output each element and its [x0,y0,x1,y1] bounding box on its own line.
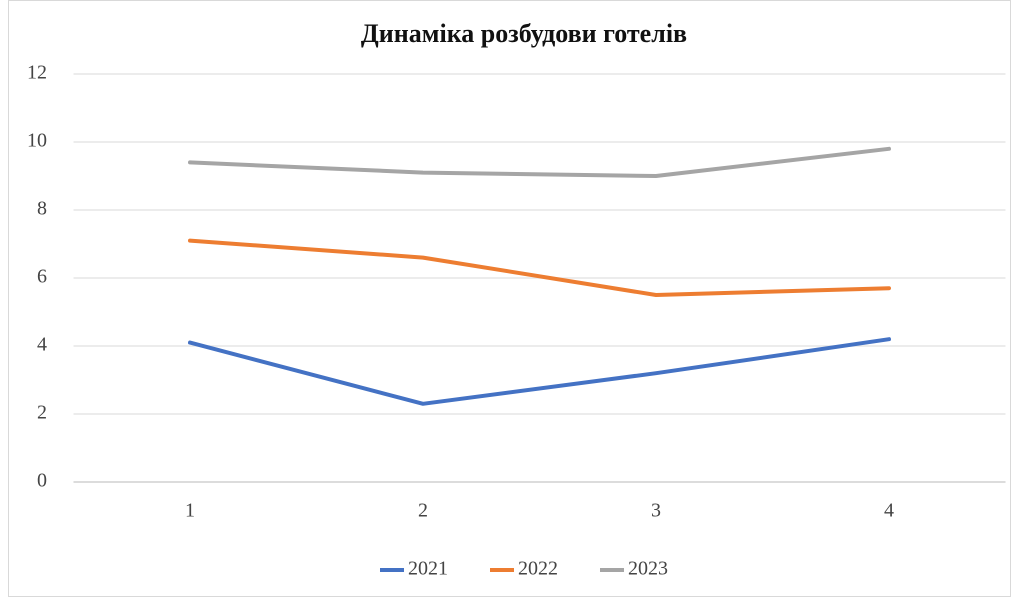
y-tick-label: 12 [27,62,47,84]
legend-label: 2023 [628,558,668,580]
y-tick-label: 8 [37,198,47,220]
y-tick-label: 6 [37,266,47,288]
chart-border [8,0,1011,597]
series-line [188,238,891,297]
series-line [188,146,891,178]
y-tick-label: 10 [27,130,47,152]
series-line [188,337,891,406]
x-tick-label: 2 [418,500,428,522]
y-tick-label: 2 [37,402,47,424]
x-tick-label: 4 [884,500,894,522]
x-tick-label: 1 [185,500,195,522]
x-tick-label: 3 [651,500,661,522]
y-tick-label: 0 [37,470,47,492]
chart-title: Динаміка розбудови готелів [361,19,687,48]
y-tick-label: 4 [37,334,47,356]
legend-label: 2022 [518,558,558,580]
legend-label: 2021 [408,558,448,580]
